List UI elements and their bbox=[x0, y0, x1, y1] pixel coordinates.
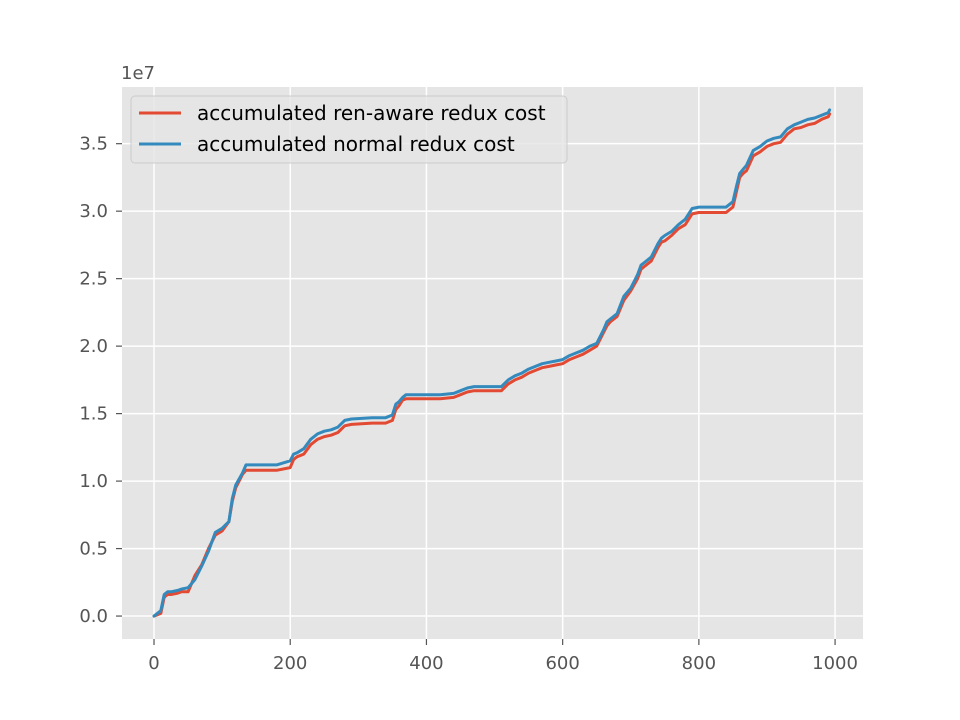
y-tick-label: 1.0 bbox=[79, 471, 108, 492]
x-tick-label: 400 bbox=[409, 653, 443, 674]
y-tick-label: 1.5 bbox=[79, 404, 108, 425]
y-tick-label: 3.0 bbox=[79, 201, 108, 222]
y-tick-label: 0.0 bbox=[79, 606, 108, 627]
y-axis-offset-label: 1e7 bbox=[121, 63, 155, 84]
series-layer bbox=[152, 108, 832, 618]
plot-background bbox=[122, 87, 863, 639]
x-tick-label: 600 bbox=[545, 653, 579, 674]
y-tick-label: 2.0 bbox=[79, 336, 108, 357]
x-tick-label: 0 bbox=[148, 653, 159, 674]
legend: accumulated ren-aware redux cost accumul… bbox=[130, 95, 568, 164]
x-axis: 0 200 400 600 800 1000 bbox=[148, 639, 858, 674]
y-tick-label: 2.5 bbox=[79, 269, 108, 290]
y-tick-label: 0.5 bbox=[79, 539, 108, 560]
legend-label-series-1: accumulated ren-aware redux cost bbox=[197, 101, 546, 125]
series-line-2 bbox=[152, 108, 832, 618]
x-tick-label: 200 bbox=[273, 653, 307, 674]
x-tick-label: 800 bbox=[682, 653, 716, 674]
legend-label-series-2: accumulated normal redux cost bbox=[197, 132, 515, 156]
x-tick-label: 1000 bbox=[812, 653, 858, 674]
y-tick-label: 3.5 bbox=[79, 134, 108, 155]
y-axis: 0.0 0.5 1.0 1.5 2.0 2.5 3.0 3.5 bbox=[79, 134, 122, 627]
legend-box bbox=[130, 95, 568, 164]
